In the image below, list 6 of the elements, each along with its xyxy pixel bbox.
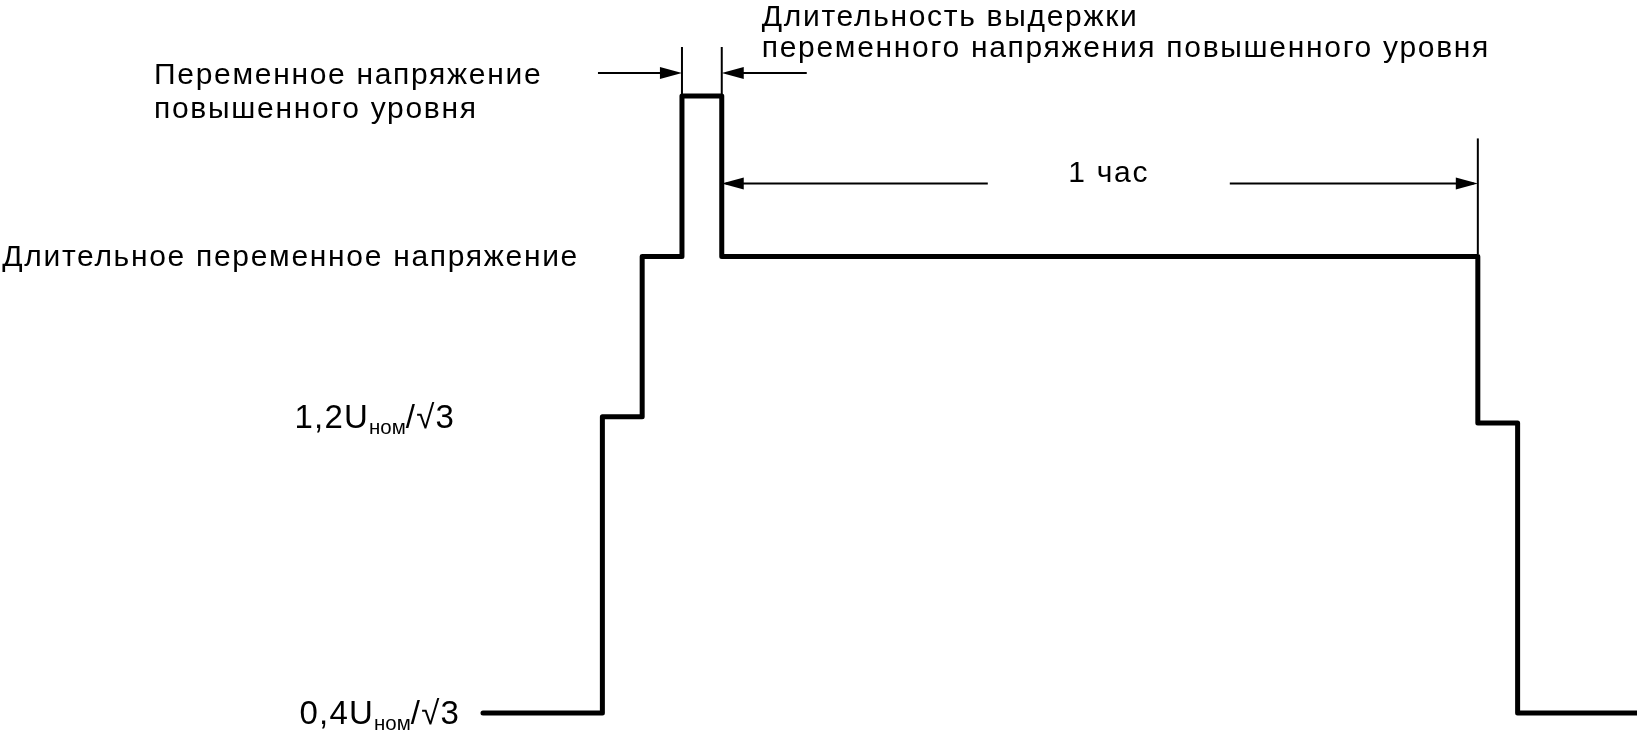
text: 0,4U$_{ном}$/√3: [299, 694, 460, 735]
annotation: 1 час: [1068, 155, 1150, 190]
text: Длительность выдержки переменного напряжения повышенного уровня: [761, 0, 1491, 63]
text: 1,2U$_{ном}$/√3: [294, 397, 455, 438]
annotation: Длительное переменное напряжение: [2, 239, 579, 274]
annotation: Переменное напряжение повышенного уровня: [154, 57, 543, 125]
